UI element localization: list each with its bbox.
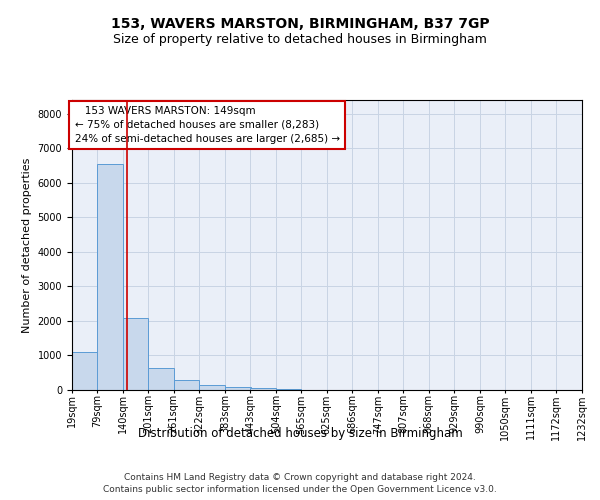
Bar xyxy=(72,352,98,390)
Text: Contains public sector information licensed under the Open Government Licence v3: Contains public sector information licen… xyxy=(103,485,497,494)
Y-axis label: Number of detached properties: Number of detached properties xyxy=(22,158,32,332)
Text: Distribution of detached houses by size in Birmingham: Distribution of detached houses by size … xyxy=(137,428,463,440)
Bar xyxy=(173,380,199,390)
Text: Size of property relative to detached houses in Birmingham: Size of property relative to detached ho… xyxy=(113,32,487,46)
Bar xyxy=(148,368,174,390)
Bar xyxy=(250,388,276,390)
Text: 153, WAVERS MARSTON, BIRMINGHAM, B37 7GP: 153, WAVERS MARSTON, BIRMINGHAM, B37 7GP xyxy=(110,18,490,32)
Text: 153 WAVERS MARSTON: 149sqm
← 75% of detached houses are smaller (8,283)
24% of s: 153 WAVERS MARSTON: 149sqm ← 75% of deta… xyxy=(74,106,340,144)
Bar xyxy=(199,385,225,390)
Bar xyxy=(276,389,301,390)
Bar xyxy=(123,318,148,390)
Bar xyxy=(225,386,251,390)
Text: Contains HM Land Registry data © Crown copyright and database right 2024.: Contains HM Land Registry data © Crown c… xyxy=(124,472,476,482)
Bar xyxy=(97,164,123,390)
